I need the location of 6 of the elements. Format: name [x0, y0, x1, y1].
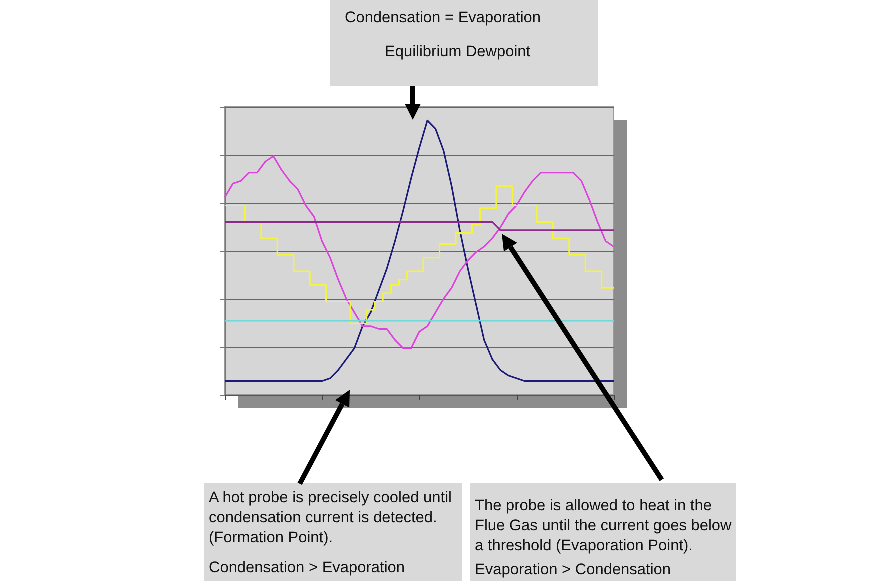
text: Condensation > Evaporation	[209, 560, 406, 576]
text: Equilibrium Dewpoint	[385, 44, 532, 60]
text: The probe is allowed to heat in the Flue Gas until the current goes below a threshold (Evaporation Point).	[475, 498, 736, 554]
text: Evaporation > Condensation	[475, 562, 672, 578]
text: A hot probe is precisely cooled until condensation current is detected. (Formation Point).	[209, 490, 456, 546]
text: Condensation = Evaporation	[345, 10, 542, 26]
